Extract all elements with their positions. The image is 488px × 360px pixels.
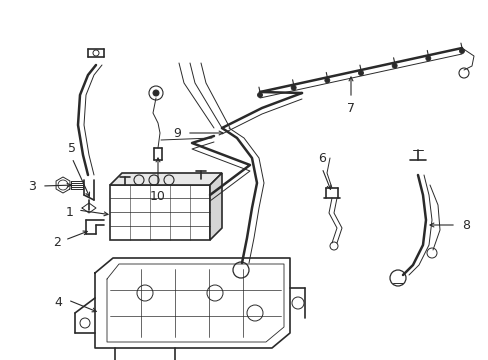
Circle shape [153, 90, 159, 96]
Circle shape [425, 56, 430, 61]
Text: 10: 10 [150, 189, 165, 202]
Circle shape [391, 63, 396, 68]
Text: 2: 2 [53, 235, 61, 248]
Text: 7: 7 [346, 102, 354, 114]
Text: 5: 5 [68, 141, 76, 154]
Text: 9: 9 [173, 126, 181, 140]
Polygon shape [110, 173, 222, 185]
Circle shape [290, 85, 296, 90]
Text: 4: 4 [54, 296, 62, 309]
Text: 3: 3 [28, 180, 36, 193]
Polygon shape [209, 173, 222, 240]
Text: 1: 1 [66, 206, 74, 219]
Circle shape [324, 78, 329, 83]
Bar [110, 185, 209, 240]
Circle shape [358, 71, 363, 76]
Circle shape [257, 93, 262, 98]
Text: 8: 8 [461, 219, 469, 231]
Circle shape [459, 49, 464, 54]
Text: 6: 6 [317, 152, 325, 165]
